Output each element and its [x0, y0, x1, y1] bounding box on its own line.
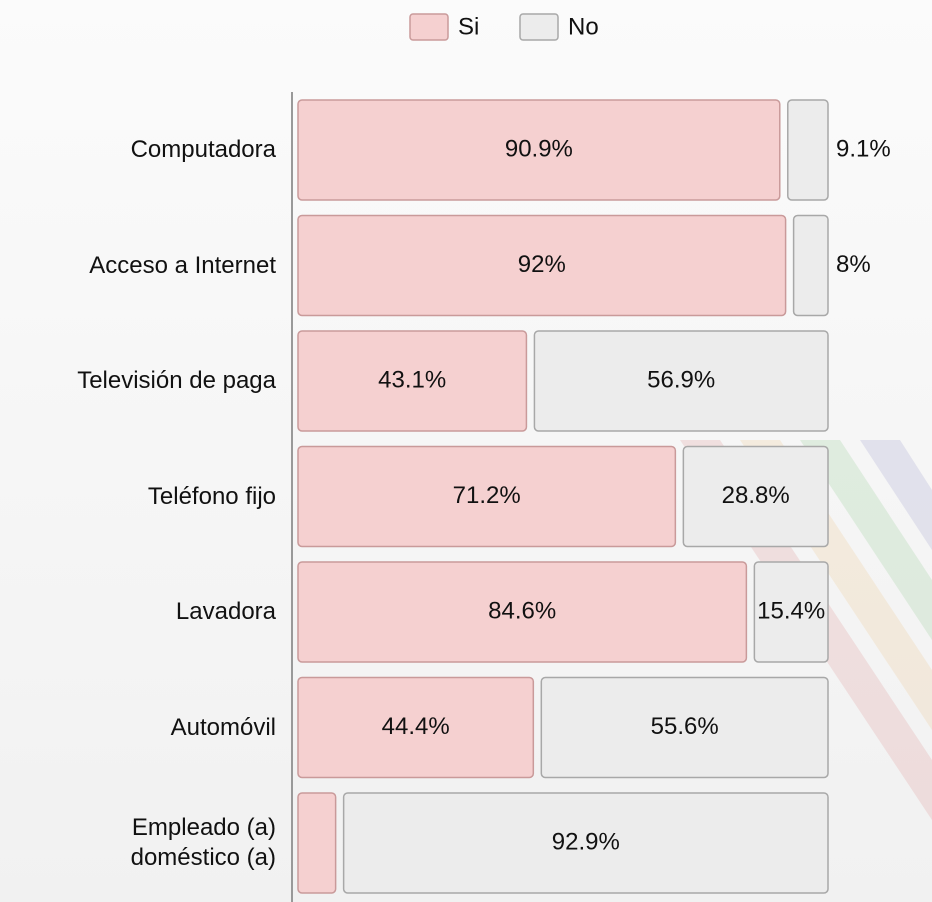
value-label: 71.2%: [453, 482, 521, 509]
value-label: 84.6%: [488, 597, 556, 624]
category-label: Empleado (a) doméstico (a): [130, 814, 276, 871]
bar-segment: [297, 330, 528, 432]
legend-swatch: [409, 13, 449, 41]
bar-segment: [682, 445, 829, 548]
category-label: Acceso a Internet: [89, 251, 276, 279]
legend-label: Si: [458, 13, 479, 40]
category-label: Automóvil: [170, 713, 276, 741]
category-label: Teléfono fijo: [147, 482, 276, 510]
value-label: 15.4%: [757, 597, 825, 624]
bar-segment: [297, 676, 535, 779]
category-label: Computadora: [130, 136, 276, 163]
bar-segment: [297, 445, 677, 548]
bar-segment: [297, 214, 787, 317]
value-label: 44.4%: [382, 713, 450, 740]
legend-label: No: [568, 13, 599, 40]
value-label: 55.6%: [651, 713, 719, 740]
value-label: 9.1%: [836, 135, 891, 162]
legend-swatch: [519, 13, 559, 41]
bar-segment: [297, 99, 781, 201]
bar-segment: [533, 330, 829, 432]
category-label: Lavadora: [175, 598, 276, 625]
bar-segment: [753, 561, 829, 663]
bar-segment: [792, 214, 829, 317]
value-label: 92%: [518, 251, 566, 278]
value-label: 8%: [836, 251, 871, 278]
bar-segment: [297, 561, 748, 663]
bar-segment: [540, 676, 829, 779]
value-label: 43.1%: [378, 366, 446, 393]
value-label: 56.9%: [647, 366, 715, 393]
bar-segment: [787, 99, 829, 201]
value-label: 90.9%: [505, 135, 573, 162]
value-label: 28.8%: [722, 482, 790, 509]
bar-segment: [342, 792, 829, 894]
value-label: 92.9%: [552, 828, 620, 855]
bar-segment: [297, 792, 337, 894]
category-label: Televisión de paga: [77, 367, 276, 394]
